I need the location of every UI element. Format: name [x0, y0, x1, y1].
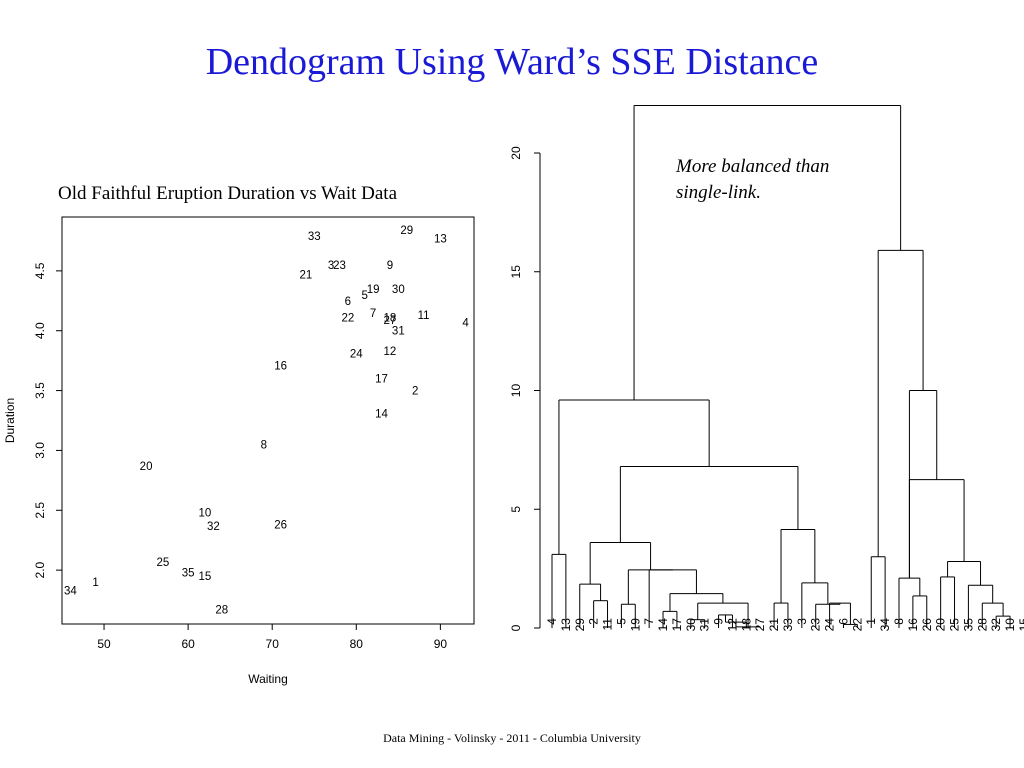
y-tick-label: 3.0	[33, 442, 47, 459]
dendrogram-leaf-label: 26	[920, 618, 934, 632]
dendrogram-leaf-label: 5	[614, 618, 628, 625]
dendrogram-leaf-label: 25	[948, 618, 962, 632]
scatter-point-label: 33	[308, 231, 321, 243]
scatter-point-label: 30	[392, 284, 405, 296]
dendrogram-leaf-label: 18	[739, 618, 753, 632]
scatter-point-label: 16	[274, 360, 287, 372]
dendrogram-leaf-label: 27	[753, 618, 767, 632]
dendrogram-leaf-label: 21	[767, 618, 781, 632]
scatter-point-label: 5	[361, 290, 367, 302]
dendrogram-leaf-label: 9	[712, 618, 726, 625]
dendrogram-leaf-label: 33	[781, 618, 795, 632]
scatter-point-label: 35	[182, 568, 195, 580]
x-tick-label: 70	[266, 637, 280, 651]
dendrogram-leaf-label: 6	[836, 618, 850, 625]
annotation-line-2: single-link.	[676, 182, 761, 203]
scatter-point-label: 10	[199, 508, 212, 520]
dendrogram-leaf-label: 28	[975, 618, 989, 632]
dendrogram-leaf-label: 17	[670, 618, 684, 632]
annotation: More balanced than single-link.	[676, 154, 896, 206]
dendrogram-leaf-label: 10	[1003, 618, 1017, 632]
dendrogram-y-tick-label: 15	[509, 265, 523, 279]
scatter-point-label: 2	[412, 386, 418, 398]
dendrogram-leaf-label: 35	[961, 618, 975, 632]
x-axis-label: Waiting	[248, 672, 288, 686]
y-axis-label: Duration	[3, 398, 17, 443]
scatter-point-label: 1	[92, 577, 98, 589]
dendrogram-leaf-label: 12	[725, 618, 739, 632]
scatter-point-label: 6	[345, 296, 351, 308]
dendrogram-leaf-label: 34	[878, 618, 892, 632]
scatter-point-label: 20	[140, 461, 153, 473]
scatter-point-label: 19	[367, 284, 380, 296]
scatter-point-label: 28	[215, 605, 228, 617]
dendrogram-leaf-label: 19	[628, 618, 642, 632]
dendrogram-leaf-label: 23	[809, 618, 823, 632]
y-tick-label: 4.0	[33, 322, 47, 339]
dendrogram-leaf-label: 29	[573, 618, 587, 632]
scatter-plot-frame	[61, 216, 475, 625]
dendrogram-y-tick-label: 10	[509, 384, 523, 398]
dendrogram-leaf-label: 24	[823, 618, 837, 632]
dendrogram-y-tick-label: 5	[509, 506, 523, 513]
dendrogram-leaf-label: 8	[892, 618, 906, 625]
scatter-point-label: 15	[199, 571, 212, 583]
scatter-point-label: 23	[333, 260, 346, 272]
dendrogram-leaf-label: 4	[545, 618, 559, 625]
dendrogram-leaf-label: 30	[684, 618, 698, 632]
scatter-point-label: 21	[299, 269, 312, 281]
dendrogram-leaf-label: 16	[906, 618, 920, 632]
dendrogram-leaf-label: 13	[559, 618, 573, 632]
dendrogram-leaf-label: 3	[795, 618, 809, 625]
scatter-point-label: 27	[384, 315, 397, 327]
scatter-point-label: 4	[462, 317, 469, 329]
y-tick-label: 2.5	[33, 502, 47, 519]
footer: Data Mining - Volinsky - 2011 - Columbia…	[383, 731, 641, 745]
dendrogram-leaf-label: 32	[989, 618, 1003, 632]
scatter-point-label: 32	[207, 521, 220, 533]
dendrogram-y-tick-label: 20	[509, 146, 523, 160]
dendrogram-leaf-label: 2	[587, 618, 601, 625]
y-tick-label: 4.5	[33, 262, 47, 279]
dendrogram-leaf-label: 31	[698, 618, 712, 632]
scatter-point-label: 29	[400, 225, 413, 237]
scatter-point-label: 8	[261, 439, 267, 451]
dendrogram-leaf-label: 15	[1017, 618, 1024, 632]
x-tick-label: 60	[181, 637, 195, 651]
y-tick-label: 3.5	[33, 382, 47, 399]
y-tick-label: 2.0	[33, 561, 47, 578]
scatter-point-label: 11	[418, 310, 430, 322]
scatter-point-label: 26	[274, 520, 287, 532]
dendrogram-leaf-label: 22	[850, 618, 864, 632]
dendrogram-leaf-label: 14	[656, 618, 670, 632]
scatter-title: Old Faithful Eruption Duration vs Wait D…	[58, 183, 398, 204]
scatter-point-label: 13	[434, 234, 447, 246]
scatter-point-label: 18	[384, 313, 397, 325]
scatter-point-label: 34	[64, 585, 77, 597]
scatter-point-label: 9	[387, 260, 393, 272]
scatter-point-label: 12	[384, 346, 397, 358]
x-tick-label: 90	[434, 637, 448, 651]
scatter-point-label: 7	[370, 308, 376, 320]
slide-title: Dendogram Using Ward’s SSE Distance	[205, 41, 819, 83]
x-tick-label: 80	[350, 637, 364, 651]
dendrogram-leaf-label: 7	[642, 618, 656, 625]
scatter-point-label: 24	[350, 348, 363, 360]
x-tick-label: 50	[97, 637, 111, 651]
scatter-point-label: 25	[156, 557, 169, 569]
scatter-point-label: 31	[392, 326, 405, 338]
dendrogram-y-tick-label: 0	[509, 624, 523, 631]
annotation-line-1: More balanced than	[676, 156, 830, 177]
scatter-point-label: 3	[328, 260, 334, 272]
dendrogram-leaf-label: 11	[601, 618, 615, 631]
scatter-point-label: 14	[375, 408, 388, 420]
scatter-point-label: 22	[341, 313, 354, 325]
dendrogram-leaf-label: 1	[864, 618, 878, 625]
scatter-point-label: 17	[375, 374, 388, 386]
dendrogram-leaf-label: 20	[934, 618, 948, 632]
